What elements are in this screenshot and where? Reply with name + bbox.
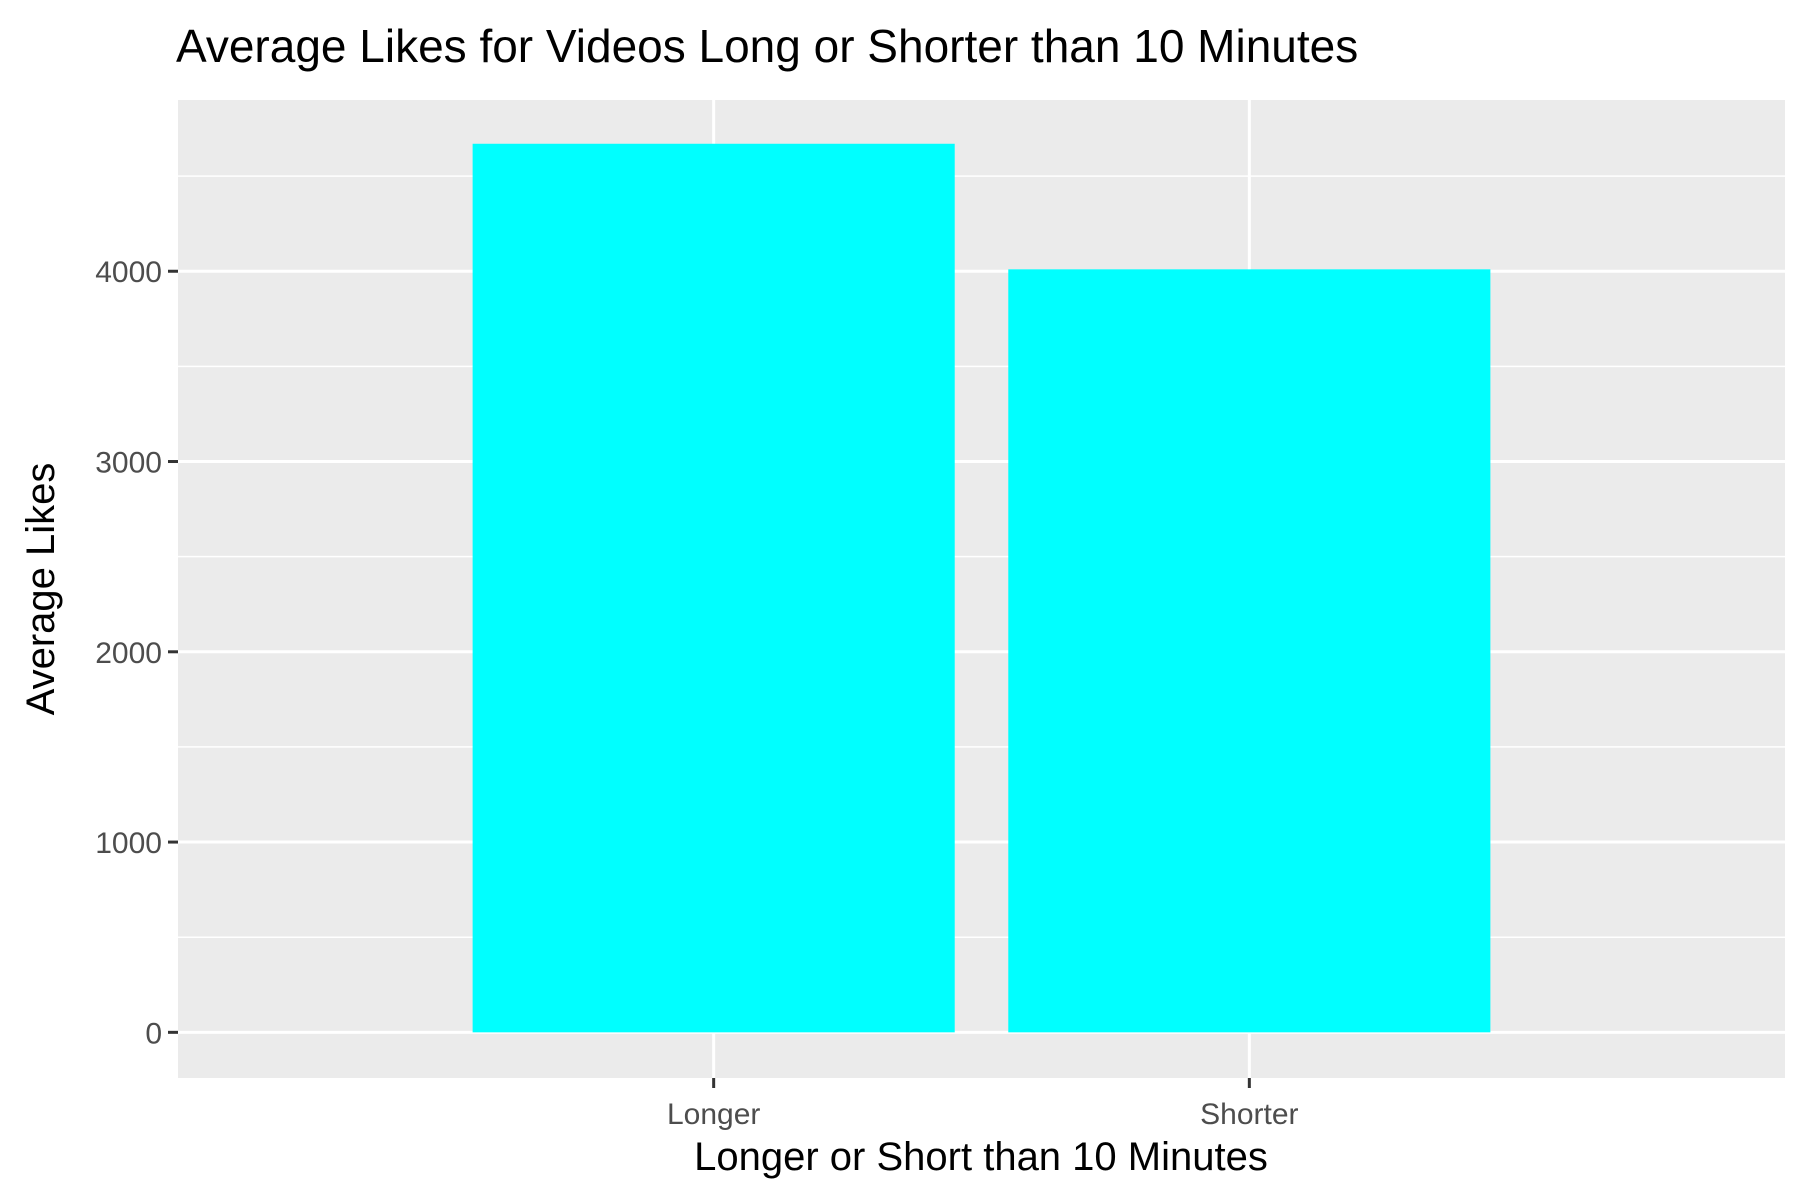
y-axis-title: Average Likes (19, 463, 63, 716)
y-tick-label: 2000 (95, 637, 162, 670)
x-axis: Longer Shorter (667, 1078, 1299, 1131)
bars (472, 143, 1491, 1033)
y-tick-label: 0 (145, 1017, 162, 1050)
y-tick-label: 1000 (95, 827, 162, 860)
chart-title: Average Likes for Videos Long or Shorter… (176, 20, 1358, 72)
x-axis-title: Longer or Short than 10 Minutes (694, 1135, 1268, 1179)
plot-panel (178, 100, 1785, 1078)
x-tick-label: Shorter (1200, 1098, 1298, 1131)
x-tick-label: Longer (667, 1098, 760, 1131)
bar-longer (472, 143, 955, 1033)
y-tick-label: 3000 (95, 447, 162, 480)
minor-gridlines (178, 175, 1785, 938)
bar-shorter (1008, 269, 1491, 1033)
y-tick-label: 4000 (95, 256, 162, 289)
y-axis: 0 1000 2000 3000 4000 (95, 256, 178, 1050)
